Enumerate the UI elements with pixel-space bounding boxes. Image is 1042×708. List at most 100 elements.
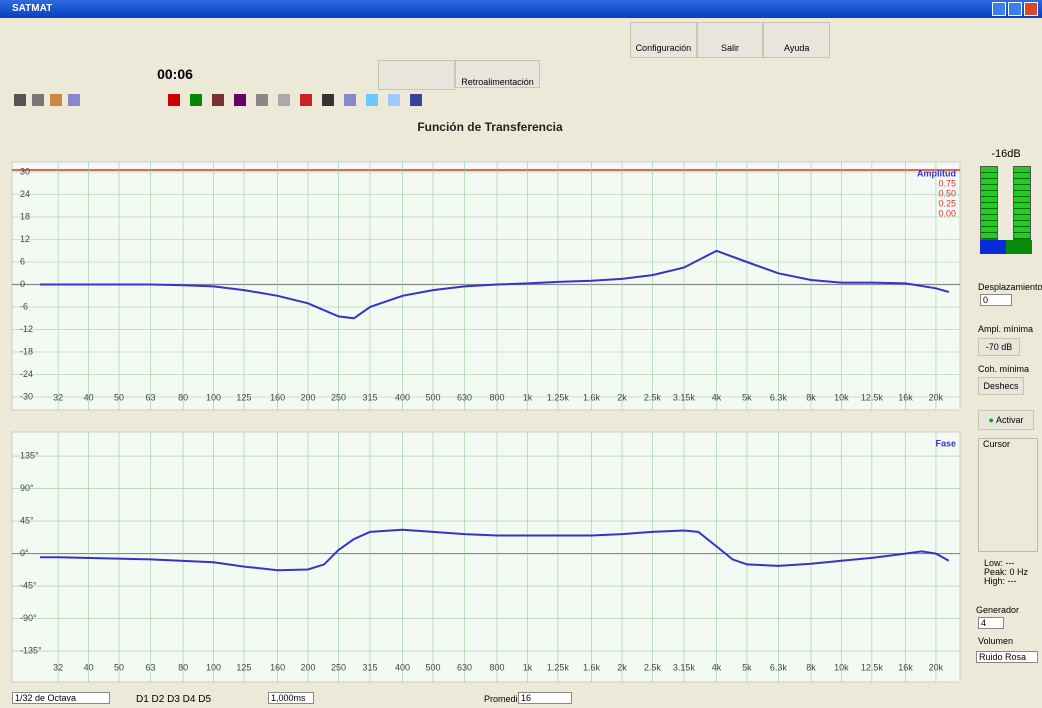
x-tick-label: 2.5k bbox=[644, 392, 662, 402]
meter-green bbox=[1006, 240, 1032, 254]
x-tick-label: 16k bbox=[898, 392, 913, 402]
toolbar-main bbox=[168, 94, 422, 106]
x-tick-label: 250 bbox=[331, 662, 346, 672]
y-tick-label: -24 bbox=[20, 369, 33, 379]
high: High: --- bbox=[984, 576, 1017, 586]
min-ampl-label: Ampl. mínima bbox=[978, 324, 1034, 334]
x-tick-label: 63 bbox=[146, 392, 156, 402]
cursor-label: Cursor bbox=[983, 439, 1011, 449]
x-tick-label: 400 bbox=[395, 662, 410, 672]
x-tick-label: 40 bbox=[84, 392, 94, 402]
chart-title: Función de Transferencia bbox=[417, 120, 563, 134]
plot-area bbox=[11, 431, 961, 683]
coherence-label: 0.25 bbox=[938, 198, 956, 208]
x-tick-label: 40 bbox=[84, 662, 94, 672]
y-tick-label: 6 bbox=[20, 256, 25, 266]
x-tick-label: 100 bbox=[206, 662, 221, 672]
series-line bbox=[40, 249, 950, 320]
y-tick-label: 30 bbox=[20, 166, 30, 176]
y-tick-label: -135° bbox=[20, 645, 42, 655]
x-tick-label: 100 bbox=[206, 392, 221, 402]
min-coh-value[interactable]: Deshecs bbox=[978, 377, 1024, 395]
resolution-select[interactable]: 1/32 de Octava bbox=[12, 692, 110, 704]
meter-left bbox=[980, 166, 998, 240]
config-button[interactable]: Configuración bbox=[630, 22, 697, 58]
delays[interactable]: D1 D2 D3 D4 D5 bbox=[136, 694, 212, 705]
x-tick-label: 1.25k bbox=[547, 662, 570, 672]
maximize[interactable] bbox=[1008, 2, 1022, 16]
x-tick-label: 1.6k bbox=[583, 392, 601, 402]
cursor-readout: Low: --- Peak: 0 Hz High: --- bbox=[984, 559, 1028, 586]
x-tick-label: 5k bbox=[742, 392, 752, 402]
x-tick-label: 160 bbox=[270, 662, 285, 672]
x-tick-label: 200 bbox=[301, 392, 316, 402]
y-tick-label: -45° bbox=[20, 580, 37, 590]
x-tick-label: 8k bbox=[806, 392, 816, 402]
x-tick-label: 8k bbox=[806, 662, 816, 672]
averages-input[interactable]: 16 bbox=[518, 692, 572, 704]
activate-button[interactable]: ● Activar bbox=[978, 410, 1034, 430]
x-tick-label: 50 bbox=[114, 662, 124, 672]
y-tick-label: 90° bbox=[20, 483, 34, 493]
minimize[interactable] bbox=[992, 2, 1006, 16]
y-tick-label: -6 bbox=[20, 301, 28, 311]
x-tick-label: 10k bbox=[834, 392, 849, 402]
min-coh-label: Coh. mínima bbox=[978, 364, 1030, 374]
averages-label: Promedios bbox=[484, 694, 528, 704]
legend-label: Fase bbox=[935, 438, 956, 448]
offset-label: Desplazamiento bbox=[978, 282, 1042, 292]
y-tick-label: 24 bbox=[20, 189, 30, 199]
x-tick-label: 1.25k bbox=[547, 392, 570, 402]
y-tick-label: -30 bbox=[20, 391, 33, 401]
x-tick-label: 16k bbox=[898, 662, 913, 672]
x-tick-label: 32 bbox=[53, 662, 63, 672]
x-tick-label: 20k bbox=[929, 662, 944, 672]
x-tick-label: 12.5k bbox=[861, 662, 884, 672]
help-button[interactable]: Ayuda bbox=[763, 22, 831, 58]
x-tick-label: 3.15k bbox=[673, 662, 696, 672]
y-tick-label: 135° bbox=[20, 450, 39, 460]
coherence-label: 0.75 bbox=[938, 178, 956, 188]
x-tick-label: 4k bbox=[712, 392, 722, 402]
x-tick-label: 6.3k bbox=[770, 662, 788, 672]
x-tick-label: 6.3k bbox=[770, 392, 788, 402]
y-tick-label: 0 bbox=[20, 279, 25, 289]
min-ampl-value[interactable]: -70 dB bbox=[978, 338, 1020, 356]
y-tick-label: 45° bbox=[20, 515, 34, 525]
feedback-button[interactable]: Retroalimentación bbox=[455, 60, 540, 88]
x-tick-label: 500 bbox=[425, 662, 440, 672]
toolbar-left bbox=[14, 94, 80, 106]
low: Low: --- bbox=[984, 558, 1015, 568]
coherence-label: 0.50 bbox=[938, 188, 956, 198]
x-tick-label: 50 bbox=[114, 392, 124, 402]
meter-label: -16dB bbox=[991, 148, 1021, 160]
x-tick-label: 32 bbox=[53, 392, 63, 402]
offset-input[interactable]: 0 bbox=[980, 294, 1012, 306]
close[interactable] bbox=[1024, 2, 1038, 16]
series-line bbox=[40, 528, 950, 572]
x-tick-label: 12.5k bbox=[861, 392, 884, 402]
mode-button[interactable] bbox=[378, 60, 455, 90]
x-tick-label: 630 bbox=[457, 662, 472, 672]
generator-label: Generador bbox=[976, 605, 1020, 615]
window-title: SATMAT bbox=[12, 3, 53, 14]
generator-input[interactable]: 4 bbox=[978, 617, 1004, 629]
cursor-group: Cursor bbox=[978, 438, 1038, 552]
x-tick-label: 4k bbox=[712, 662, 722, 672]
y-tick-label: -90° bbox=[20, 613, 37, 623]
x-tick-label: 800 bbox=[490, 392, 505, 402]
y-tick-label: 18 bbox=[20, 211, 30, 221]
exit-button[interactable]: Salir bbox=[696, 22, 764, 58]
delay-input[interactable]: 1,000ms bbox=[268, 692, 314, 704]
x-tick-label: 125 bbox=[236, 662, 251, 672]
x-tick-label: 20k bbox=[929, 392, 944, 402]
noise-select[interactable]: Ruido Rosa bbox=[976, 651, 1038, 663]
x-tick-label: 500 bbox=[425, 392, 440, 402]
top-buttons: Configuración Salir Ayuda bbox=[630, 22, 831, 58]
legend-label: Amplitud bbox=[917, 168, 956, 178]
x-tick-label: 400 bbox=[395, 392, 410, 402]
window-controls bbox=[992, 2, 1038, 16]
coherence-label: 0.00 bbox=[938, 208, 956, 218]
